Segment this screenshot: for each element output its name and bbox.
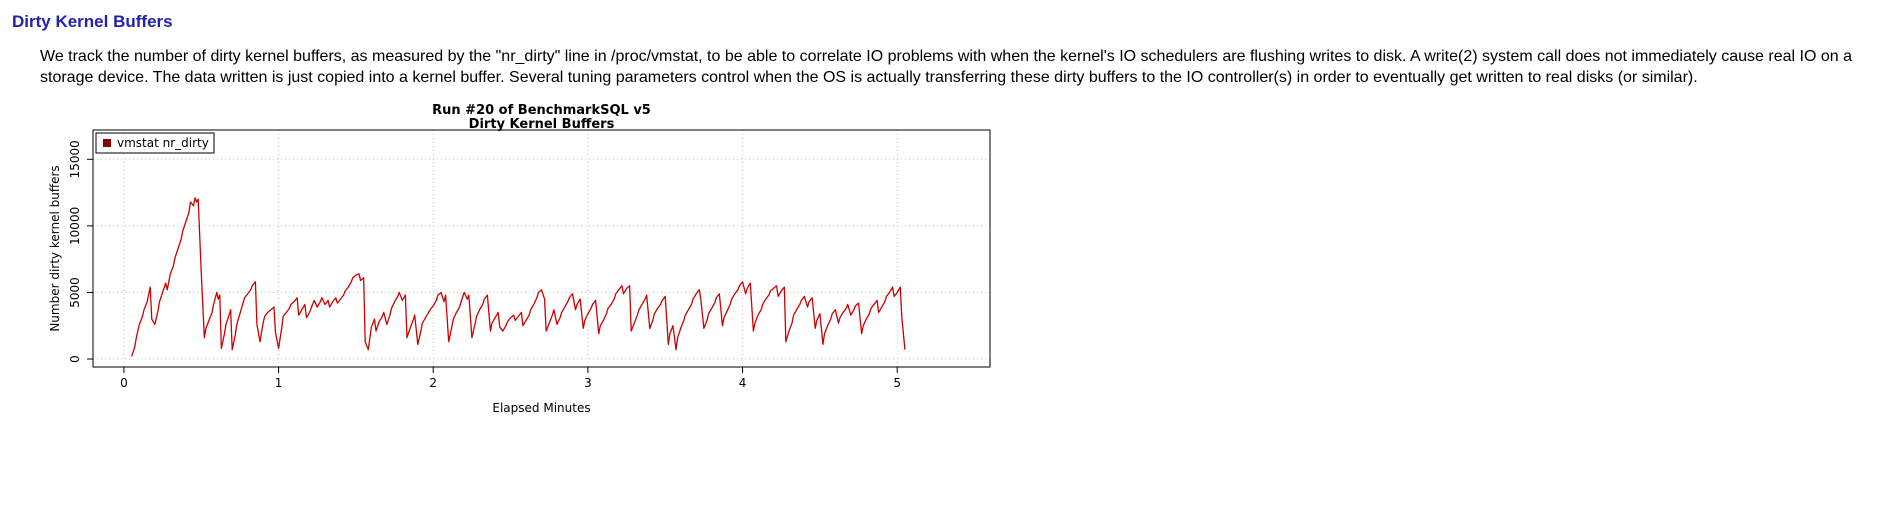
legend-marker-icon [103, 139, 111, 147]
x-tick-label: 1 [275, 376, 283, 390]
series-line-nr-dirty [131, 197, 906, 357]
chart-title: Run #20 of BenchmarkSQL v5 [432, 103, 651, 118]
legend-label: vmstat nr_dirty [117, 136, 209, 150]
legend-box [95, 132, 215, 154]
plot-box [92, 129, 991, 368]
x-tick-label: 3 [584, 376, 592, 390]
x-tick-label: 0 [120, 376, 128, 390]
x-tick-label: 2 [429, 376, 437, 390]
chart-container: Run #20 of BenchmarkSQL v5 Dirty Kernel B… [45, 102, 1894, 427]
y-tick-label: 10000 [68, 207, 82, 245]
y-tick-label: 0 [68, 355, 82, 363]
y-axis-label: Number dirty kernel buffers [48, 165, 62, 331]
x-axis-label: Elapsed Minutes [492, 401, 590, 415]
x-tick-label: 4 [739, 376, 747, 390]
x-tick-label: 5 [893, 376, 901, 390]
y-tick-label: 5000 [68, 277, 82, 308]
section-title: Dirty Kernel Buffers [12, 12, 173, 31]
y-tick-label: 15000 [68, 140, 82, 178]
section-description: We track the number of dirty kernel buff… [40, 48, 1852, 86]
chart-subtitle: Dirty Kernel Buffers [469, 117, 615, 132]
